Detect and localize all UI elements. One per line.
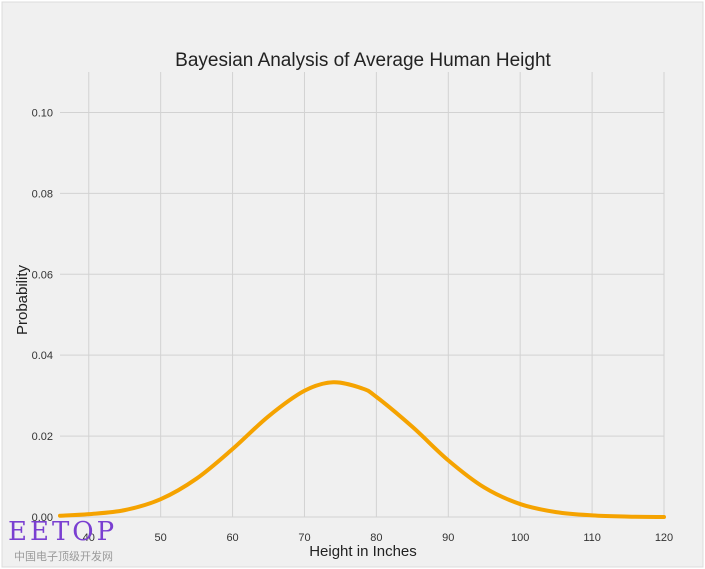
y-tick-label: 0.04 <box>32 350 53 362</box>
y-tick-label: 0.08 <box>32 188 53 200</box>
y-tick-label: 0.06 <box>32 269 53 281</box>
x-tick-label: 40 <box>83 532 95 544</box>
grid-lines <box>60 72 665 518</box>
y-tick-label: 0.02 <box>32 431 53 443</box>
chart-title: Bayesian Analysis of Average Human Heigh… <box>175 50 551 71</box>
eetop-logo: EETOP <box>8 517 118 547</box>
x-tick-label: 110 <box>583 532 601 544</box>
x-tick-label: 120 <box>655 532 673 544</box>
y-tick-labels: 0.00 0.02 0.04 0.06 0.08 0.10 <box>32 107 53 524</box>
x-tick-label: 90 <box>442 532 454 544</box>
eetop-subtitle: 中国电子顶级开发网 <box>14 550 113 563</box>
x-tick-label: 80 <box>370 532 382 544</box>
series-layer <box>58 380 666 519</box>
y-tick-label: 0.10 <box>32 107 53 119</box>
x-axis-label: Height in Inches <box>309 543 417 560</box>
x-tick-label: 100 <box>511 532 529 544</box>
probability-curve <box>58 380 666 519</box>
y-tick-label: 0.00 <box>32 512 53 524</box>
x-tick-label: 70 <box>298 532 310 544</box>
x-tick-labels: 40 50 60 70 80 90 100 110 120 <box>83 532 674 544</box>
y-axis-label: Probability <box>14 264 31 335</box>
x-tick-label: 60 <box>226 532 238 544</box>
x-tick-label: 50 <box>155 532 167 544</box>
